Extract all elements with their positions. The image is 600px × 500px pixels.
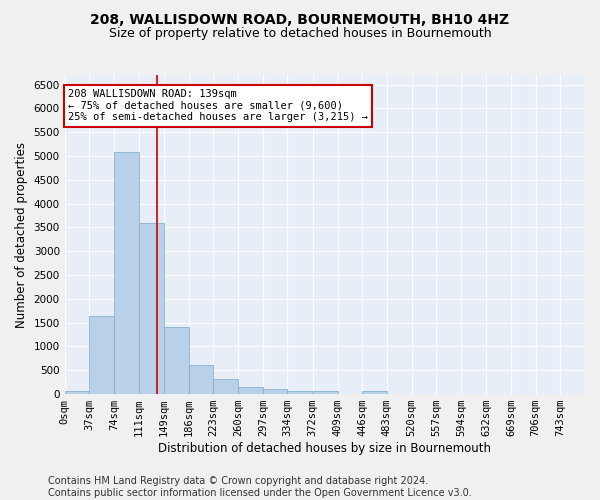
- Bar: [189, 364, 214, 394]
- Bar: [139, 223, 164, 394]
- Bar: [287, 392, 313, 394]
- Bar: [65, 390, 89, 394]
- Text: Size of property relative to detached houses in Bournemouth: Size of property relative to detached ho…: [109, 28, 491, 40]
- Text: 208, WALLISDOWN ROAD, BOURNEMOUTH, BH10 4HZ: 208, WALLISDOWN ROAD, BOURNEMOUTH, BH10 …: [91, 12, 509, 26]
- Bar: [89, 316, 114, 394]
- Bar: [114, 152, 139, 394]
- Bar: [214, 380, 238, 394]
- Bar: [362, 391, 387, 394]
- Text: Contains HM Land Registry data © Crown copyright and database right 2024.
Contai: Contains HM Land Registry data © Crown c…: [48, 476, 472, 498]
- X-axis label: Distribution of detached houses by size in Bournemouth: Distribution of detached houses by size …: [158, 442, 491, 455]
- Bar: [313, 391, 338, 394]
- Text: 208 WALLISDOWN ROAD: 139sqm
← 75% of detached houses are smaller (9,600)
25% of : 208 WALLISDOWN ROAD: 139sqm ← 75% of det…: [68, 90, 368, 122]
- Y-axis label: Number of detached properties: Number of detached properties: [15, 142, 28, 328]
- Bar: [164, 328, 189, 394]
- Bar: [238, 386, 263, 394]
- Bar: [263, 390, 287, 394]
